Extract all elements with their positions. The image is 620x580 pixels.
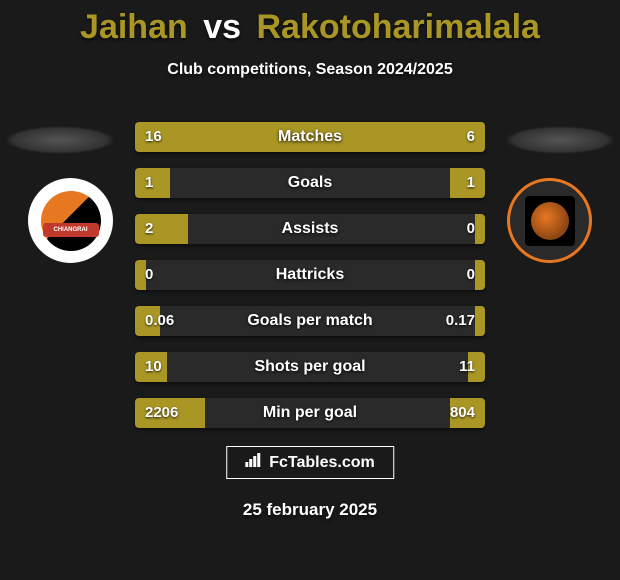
stat-label: Matches	[135, 122, 485, 152]
stat-label: Goals	[135, 168, 485, 198]
footer-brand-box: FcTables.com	[226, 446, 394, 479]
stat-label: Goals per match	[135, 306, 485, 336]
stat-row: 0.060.17Goals per match	[135, 306, 485, 336]
stat-row: 11Goals	[135, 168, 485, 198]
stats-container: 166Matches 11Goals 20Assists 00Hattricks 0.0…	[135, 122, 485, 444]
crest-left-inner: CHIANGRAI	[41, 191, 101, 251]
club-crest-left: CHIANGRAI	[28, 178, 113, 263]
crest-right-inner	[525, 196, 575, 246]
stat-row: 2206804Min per goal	[135, 398, 485, 428]
platform-right	[505, 126, 615, 154]
crest-right-lion-icon	[531, 202, 569, 240]
player2-name: Rakotoharimalala	[257, 8, 540, 46]
stat-label: Hattricks	[135, 260, 485, 290]
stat-row: 1011Shots per goal	[135, 352, 485, 382]
club-crest-right	[507, 178, 592, 263]
subtitle: Club competitions, Season 2024/2025	[0, 61, 620, 79]
platform-left	[5, 126, 115, 154]
footer-brand-text: FcTables.com	[269, 454, 375, 472]
stat-label: Min per goal	[135, 398, 485, 428]
stat-row: 166Matches	[135, 122, 485, 152]
comparison-title: Jaihan vs Rakotoharimalala	[0, 0, 620, 47]
date-label: 25 february 2025	[0, 500, 620, 520]
stat-label: Shots per goal	[135, 352, 485, 382]
stat-row: 00Hattricks	[135, 260, 485, 290]
player1-name: Jaihan	[80, 8, 188, 46]
crest-left-band: CHIANGRAI	[43, 223, 99, 237]
stat-row: 20Assists	[135, 214, 485, 244]
vs-label: vs	[203, 8, 241, 46]
stat-label: Assists	[135, 214, 485, 244]
chart-icon	[245, 453, 263, 472]
